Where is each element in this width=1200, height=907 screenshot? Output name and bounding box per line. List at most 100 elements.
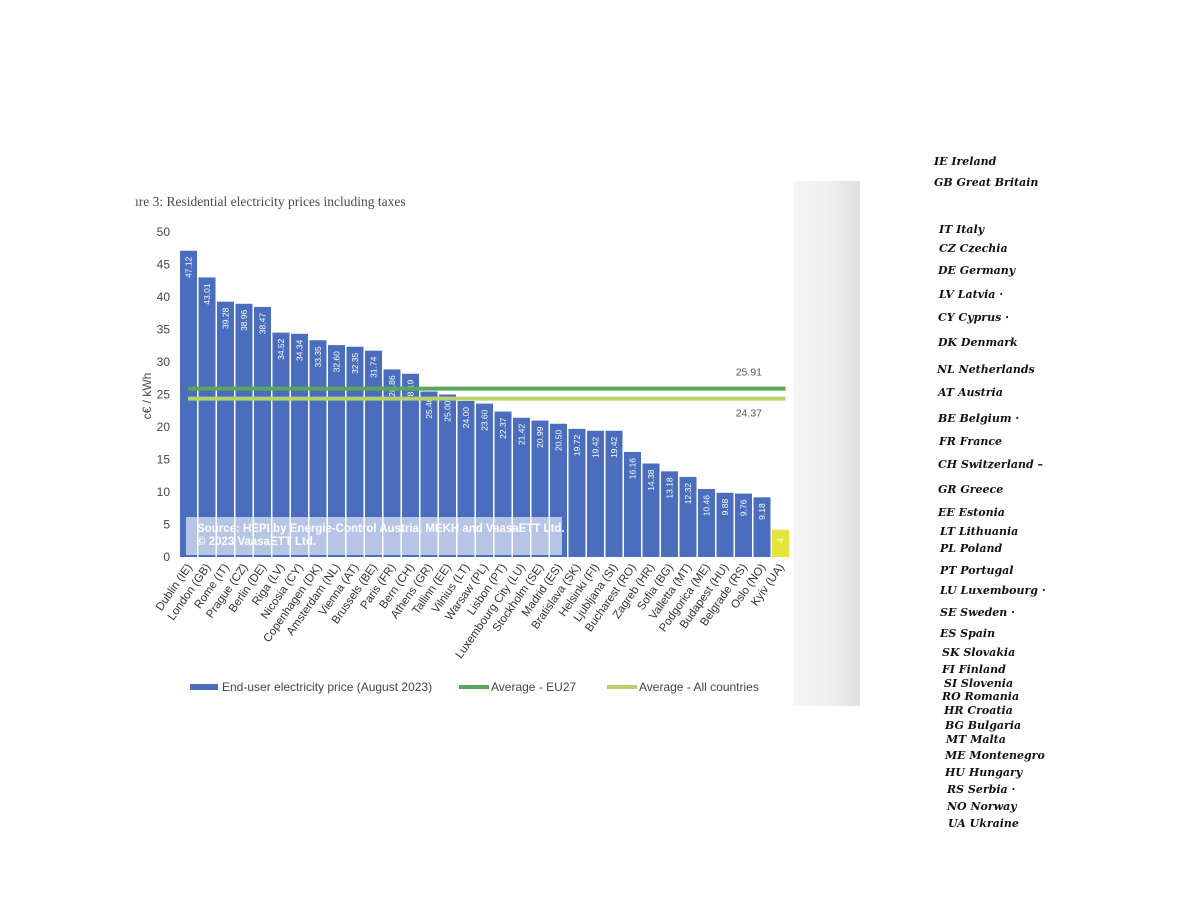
bar xyxy=(180,250,197,557)
handwritten-country-entry: ME Montenegro xyxy=(945,749,1045,762)
y-tick-label: 25 xyxy=(157,388,171,402)
y-tick-label: 15 xyxy=(157,453,171,467)
y-tick-label: 0 xyxy=(163,550,170,564)
bar xyxy=(624,451,641,557)
handwritten-country-entry: PT Portugal xyxy=(940,564,1014,577)
bar-value-label: 20.99 xyxy=(535,426,545,448)
bar-value-label: 9.76 xyxy=(739,499,749,516)
bar xyxy=(679,476,697,557)
bar xyxy=(716,492,734,557)
y-tick-label: 35 xyxy=(157,323,171,337)
bar xyxy=(661,471,678,557)
bar-value-label: 19.42 xyxy=(609,437,619,459)
handwritten-country-entry: CH Switzerland – xyxy=(938,458,1044,471)
handwritten-country-entry: CY Cyprus · xyxy=(938,311,1009,324)
bar-value-label: 38.47 xyxy=(258,313,268,335)
legend: End-user electricity price (August 2023)… xyxy=(190,680,759,694)
bar xyxy=(402,373,419,557)
bar xyxy=(235,303,253,557)
bar-value-label: 19.72 xyxy=(572,435,582,457)
bar-value-label: 33.35 xyxy=(313,346,323,368)
bar-value-label: 22.37 xyxy=(498,417,508,439)
bar-value-label: 25.46 xyxy=(424,397,434,419)
annotation-line-2: © 2023 VaasaETT Ltd. xyxy=(197,536,316,548)
annotation-box xyxy=(186,517,562,555)
bar-value-label: 21.42 xyxy=(517,424,527,446)
bar-value-label: 13.18 xyxy=(665,477,675,499)
handwritten-country-entry: FR France xyxy=(939,435,1003,448)
y-tick-label: 30 xyxy=(157,355,171,369)
bar-value-label: 47.12 xyxy=(184,256,194,278)
bar-value-label: 38.96 xyxy=(239,309,249,331)
bar xyxy=(439,394,456,557)
handwritten-country-entry: NO Norway xyxy=(947,800,1017,813)
handwritten-country-entry: ES Spain xyxy=(940,627,996,640)
handwritten-country-entry: RS Serbia · xyxy=(947,783,1016,796)
handwritten-country-entry: HR Croatia xyxy=(944,704,1013,717)
bar xyxy=(309,340,327,557)
handwritten-country-entry: DE Germany xyxy=(938,264,1016,277)
handwritten-country-entry: FI Finland xyxy=(942,663,1006,676)
reference-line-label: 25.91 xyxy=(736,367,762,379)
bar-value-label: 24.00 xyxy=(461,407,471,429)
bar-value-label: 12.32 xyxy=(683,483,693,505)
bar-value-label: 34.34 xyxy=(295,340,305,362)
bar-value-label: 23.60 xyxy=(480,409,490,431)
legend-label: Average - EU27 xyxy=(491,680,576,694)
handwritten-country-entry: EE Estonia xyxy=(938,506,1005,519)
handwritten-country-entry: LU Luxembourg · xyxy=(940,584,1046,597)
handwritten-country-entry: GR Greece xyxy=(938,483,1004,496)
bar xyxy=(605,430,623,557)
bar-value-label: 25.00 xyxy=(443,400,453,422)
bar-value-label: 9.18 xyxy=(757,503,767,520)
handwritten-country-entry: IE Ireland xyxy=(934,155,997,168)
bar xyxy=(420,391,438,557)
bar xyxy=(698,489,715,557)
reference-lines: 25.91 24.37 xyxy=(188,367,786,420)
handwritten-country-entry: BG Bulgaria xyxy=(945,719,1022,732)
y-tick-label: 20 xyxy=(157,420,171,434)
bar-value-label: 4. xyxy=(776,536,786,543)
bar xyxy=(254,306,271,557)
handwritten-country-entry: RO Romania xyxy=(942,690,1020,703)
bar xyxy=(772,529,789,557)
y-tick-label: 50 xyxy=(157,225,171,239)
source-annotation: Source: HEPI by Energie-Control Austria,… xyxy=(186,517,565,555)
bar-value-label: 10.46 xyxy=(702,495,712,517)
bar xyxy=(198,277,216,557)
bar-value-label: 43.01 xyxy=(202,283,212,305)
handwritten-country-entry: AT Austria xyxy=(938,386,1003,399)
handwritten-country-entry: CZ Czechia xyxy=(939,242,1008,255)
bar xyxy=(735,493,752,557)
handwritten-country-entry: IT Italy xyxy=(939,223,985,236)
bar xyxy=(568,428,586,557)
bar xyxy=(587,430,604,557)
handwritten-country-entry: MT Malta xyxy=(946,733,1006,746)
bar-value-label: 20.50 xyxy=(554,429,564,451)
handwritten-country-entry: UA Ukraine xyxy=(948,817,1019,830)
handwritten-country-entry: HU Hungary xyxy=(945,766,1023,779)
bar xyxy=(365,350,382,557)
handwritten-country-entry: NL Netherlands xyxy=(937,363,1035,376)
y-tick-label: 40 xyxy=(157,290,171,304)
handwritten-country-entry: PL Poland xyxy=(940,542,1003,555)
handwritten-country-entry: SK Slovakia xyxy=(942,646,1016,659)
handwritten-country-entry: BE Belgium · xyxy=(938,412,1020,425)
bar-value-label: 31.74 xyxy=(369,356,379,378)
handwritten-country-entry: GB Great Britain xyxy=(934,176,1039,189)
reference-line-label: 24.37 xyxy=(736,408,762,420)
legend-label: End-user electricity price (August 2023) xyxy=(222,680,432,694)
bar xyxy=(383,369,401,557)
bar-value-label: 34.52 xyxy=(276,338,286,360)
chart-title: ıre 3: Residential electricity prices in… xyxy=(135,194,406,209)
y-tick-label: 45 xyxy=(157,258,171,272)
bar-value-label: 9.88 xyxy=(720,499,730,516)
bars: 47.12 43.01 39.28 38.96 38.47 34.52 34.34 33.35… xyxy=(180,250,789,557)
handwritten-country-entry: LT Lithuania xyxy=(940,525,1019,538)
bar-value-label: 28.86 xyxy=(387,375,397,397)
side-panel xyxy=(793,181,860,706)
handwritten-country-entry: SI Slovenia xyxy=(944,677,1014,690)
bar-value-label: 19.42 xyxy=(591,437,601,459)
bar-value-label: 32.35 xyxy=(350,352,360,374)
